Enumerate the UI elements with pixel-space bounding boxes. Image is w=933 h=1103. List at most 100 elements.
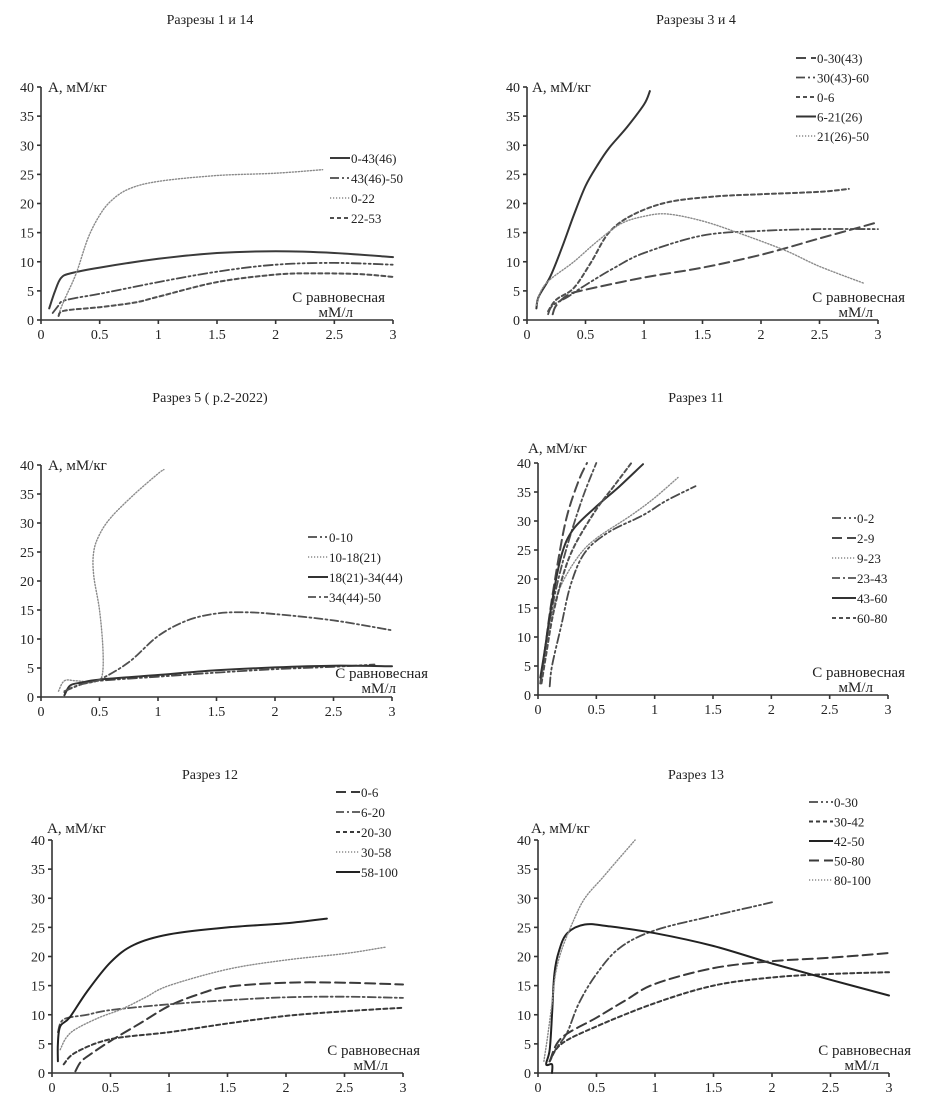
y-tick-label: 20 [20, 575, 34, 590]
y-tick-label: 25 [517, 544, 531, 559]
chart-title: Разрезы 3 и 4 [656, 13, 736, 28]
x-tick-label: 2.5 [325, 705, 343, 720]
panel-4: Разрез 11 0 5 10 15 20 25 30 35 40 0 0.5 1 1.5 2 2.5 3 A,… [517, 391, 905, 718]
x-tick-label: 1 [155, 705, 162, 720]
y-tick-label: 35 [31, 863, 45, 878]
legend-label: 0-6 [817, 90, 835, 105]
x-tick-label: 3 [389, 705, 396, 720]
series-line-30(43)-60 [547, 228, 879, 316]
x-tick-label: 0 [38, 705, 45, 720]
series-line-6-20 [57, 995, 404, 1034]
x-tick-label: 2 [768, 703, 775, 718]
x-tick-label: 0.5 [91, 705, 109, 720]
panel-5: Разрез 12 0 5 10 15 20 25 30 35 40 0 0.5 1 1.5 2 2.5 3 A,… [31, 768, 420, 1096]
legend-label: 43(46)-50 [351, 171, 403, 186]
x-tick-label: 2 [272, 705, 279, 720]
y-tick-label: 5 [38, 1038, 45, 1053]
series-line-0-22 [57, 169, 324, 315]
x-tick-label: 1 [651, 703, 658, 718]
legend-label: 18(21)-34(44) [329, 570, 403, 585]
y-tick-label: 10 [20, 633, 34, 648]
y-tick-label: 15 [506, 227, 520, 242]
x-tick-label: 1.5 [694, 328, 712, 343]
series-line-23-43 [539, 462, 598, 685]
y-tick-label: 25 [20, 168, 34, 183]
y-tick-label: 40 [20, 459, 34, 474]
legend-label: 20-30 [361, 825, 391, 840]
legend-label: 0-2 [857, 511, 874, 526]
x-axis-label: С равновесная [292, 290, 385, 306]
y-tick-label: 30 [517, 892, 531, 907]
x-tick-label: 0 [49, 1081, 56, 1096]
legend-label: 6-20 [361, 805, 385, 820]
x-tick-label: 1.5 [219, 1081, 237, 1096]
y-tick-label: 20 [31, 951, 45, 966]
series-line-60-80 [540, 462, 633, 685]
x-tick-label: 0.5 [588, 703, 606, 718]
y-tick-label: 15 [517, 602, 531, 617]
legend-label: 0-30(43) [817, 51, 863, 66]
chart-title: Разрез 12 [182, 768, 238, 783]
series-line-0-6 [74, 981, 404, 1073]
series-line-20-30 [62, 1006, 404, 1066]
y-tick-label: 40 [517, 457, 531, 472]
y-tick-label: 35 [517, 486, 531, 501]
series-line-0-43(46) [48, 250, 394, 310]
y-tick-label: 30 [20, 517, 34, 532]
legend-label: 9-23 [857, 551, 881, 566]
chart-title: Разрез 11 [668, 391, 723, 406]
x-axis-label: мМ/л [319, 305, 354, 321]
x-tick-label: 1 [652, 1081, 659, 1096]
x-tick-label: 0.5 [588, 1081, 606, 1096]
series-line-30-58 [59, 946, 387, 1051]
x-tick-label: 2.5 [821, 703, 839, 718]
legend-label: 42-50 [834, 834, 864, 849]
x-axis-label: мМ/л [362, 681, 397, 697]
y-axis-label: A, мМ/кг [48, 458, 107, 474]
y-tick-label: 30 [31, 892, 45, 907]
x-tick-label: 0.5 [91, 328, 109, 343]
y-tick-label: 10 [20, 256, 34, 271]
x-tick-label: 1.5 [208, 328, 226, 343]
x-tick-label: 1 [155, 328, 162, 343]
x-axis-label: мМ/л [839, 680, 874, 696]
x-tick-label: 0 [38, 328, 45, 343]
y-tick-label: 0 [524, 1067, 531, 1082]
panel-6: Разрез 13 0 5 10 15 20 25 30 35 40 0 0.5 1 1.5 2 2.5 3 A,… [517, 768, 911, 1096]
x-axis-label: С равновесная [335, 666, 428, 682]
y-tick-label: 25 [20, 546, 34, 561]
series-line-80-100 [543, 839, 636, 1062]
x-tick-label: 1.5 [704, 703, 722, 718]
y-tick-label: 20 [20, 198, 34, 213]
legend-label: 58-100 [361, 865, 398, 880]
x-axis-label: мМ/л [839, 305, 874, 321]
series-line-58-100 [56, 917, 328, 1063]
x-tick-label: 2.5 [822, 1081, 840, 1096]
y-tick-label: 0 [27, 314, 34, 329]
x-axis-label: мМ/л [354, 1058, 389, 1074]
y-tick-label: 5 [513, 285, 520, 300]
chart-title: Разрезы 1 и 14 [167, 13, 254, 28]
legend-label: 30-58 [361, 845, 391, 860]
series-line-18(21)-34(44) [63, 664, 393, 697]
x-tick-label: 3 [885, 703, 892, 718]
y-tick-label: 15 [31, 980, 45, 995]
y-tick-label: 25 [31, 921, 45, 936]
y-tick-label: 15 [20, 227, 34, 242]
legend-label: 6-21(26) [817, 110, 863, 125]
y-tick-label: 5 [27, 285, 34, 300]
y-tick-label: 20 [506, 198, 520, 213]
x-tick-label: 2 [283, 1081, 290, 1096]
legend-label: 0-10 [329, 530, 353, 545]
y-axis-label: A, мМ/кг [531, 821, 590, 837]
x-tick-label: 0.5 [577, 328, 595, 343]
x-tick-label: 3 [390, 328, 397, 343]
series-line-21(26)-50 [535, 213, 865, 307]
y-tick-label: 30 [517, 515, 531, 530]
y-tick-label: 40 [517, 834, 531, 849]
legend-label: 10-18(21) [329, 550, 381, 565]
y-tick-label: 35 [20, 488, 34, 503]
legend-label: 34(44)-50 [329, 590, 381, 605]
x-tick-label: 3 [886, 1081, 893, 1096]
